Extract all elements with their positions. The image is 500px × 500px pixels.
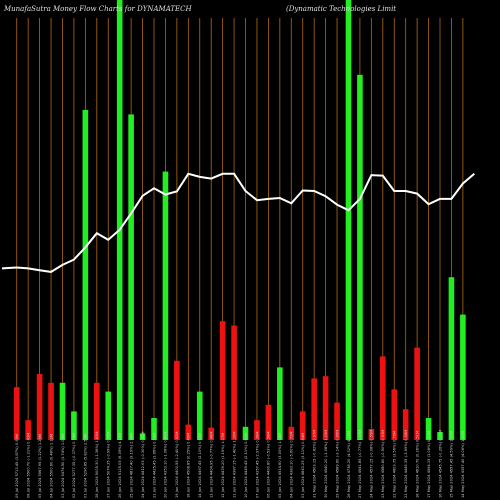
bar-36	[425, 418, 432, 440]
x-tick-label: 09 Jul 2024 5713.45 (3.87%) 0.95M	[15, 434, 19, 498]
x-tick-label: 31 May 2024 4503.15 (-0.82%) 0.97M	[312, 430, 316, 498]
x-tick-label: 05 Jul 2024 5567.95 (1.22%) 1.26M	[38, 434, 42, 498]
bar-35	[414, 347, 420, 440]
x-tick-label: 26 Jun 2024 5125.05 (6.39%) 4.16M	[118, 433, 122, 498]
money-flow-bars	[13, 0, 466, 441]
bar-5	[71, 411, 77, 440]
x-tick-label: 11 Jun 2024 4387.15 (-1.40%) 1.16M	[232, 431, 236, 498]
bar-14	[174, 360, 180, 440]
x-tick-label: 19 Jun 2024 4400.55 (-2.40%) 0.92M	[175, 431, 179, 498]
bar-0	[13, 387, 20, 440]
bar-2	[36, 374, 43, 440]
bar-29	[345, 0, 352, 440]
x-tick-label: 21 Jun 2024 4425.45 (1.66%) 0.52M	[152, 433, 156, 498]
bar-28	[334, 402, 340, 440]
bar-20	[242, 426, 249, 440]
bar-10	[128, 114, 134, 441]
bar-22	[265, 404, 272, 440]
x-tick-label: 04 Jul 2024 5500.60 (0.48%) 1.12M	[49, 434, 53, 498]
x-tick-label: 28 May 2024 4738.20 (4.32%) 4.16M	[347, 431, 351, 498]
bar-24	[288, 426, 295, 440]
x-tick-label: 14 Jun 2024 4497.45 (2.10%) 0.63M	[198, 433, 202, 498]
x-tick-label: 03 Jul 2024 5474.50 (3.74%) 1.09M	[61, 434, 65, 498]
x-tick-label: 24 Jun 2024 4412.05 (-0.30%) 0.35M	[141, 431, 145, 498]
bar-32	[380, 356, 386, 440]
bar-17	[208, 427, 214, 440]
x-tick-label: 21 May 2024 4445.35 (-3.59%) 0.58M	[404, 430, 408, 498]
bar-21	[254, 420, 260, 440]
x-tick-label: 10 Jun 2024 4449.45 (2.11%) 0.61M	[244, 433, 248, 498]
bar-16	[196, 391, 203, 440]
x-tick-label: 27 May 2024 4541.85 (-0.77%) 1.03M	[358, 430, 362, 498]
bar-39	[460, 314, 466, 440]
chart-title-left: MunafaSutra Money Flow Charts for DYNAMA…	[3, 5, 193, 13]
bar-33	[391, 389, 398, 440]
bar-19	[231, 325, 237, 440]
x-tick-label: 07 Jun 2024 4357.45 (-2.97%) 0.38M	[255, 431, 259, 498]
bar-12	[151, 418, 157, 440]
x-tick-label: 02 Jul 2024 5277.35 (-0.37%) 0.79M	[72, 433, 76, 498]
x-tick-label: 04 Jun 2024 4383.10 (-5.60%) 0.72M	[290, 431, 294, 498]
bar-11	[139, 433, 146, 440]
bar-6	[82, 110, 89, 440]
x-tick-label: 29 May 2024 4589.60 (-3.14%) 0.86M	[335, 430, 339, 498]
bar-26	[311, 378, 317, 440]
x-tick-label: 25 Jun 2024 4817.40 (9.19%) 2.98M	[129, 433, 133, 498]
x-tick-label: 01 Jul 2024 5296.85 (5.82%) 2.52M	[84, 434, 88, 498]
bar-8	[105, 391, 112, 440]
bar-9	[116, 0, 123, 440]
bar-38	[448, 277, 455, 440]
x-tick-label: 20 Jun 2024 4353.10 (-1.08%) 0.89M	[164, 431, 168, 498]
bar-4	[59, 382, 66, 440]
x-tick-label: 27 Jun 2024 5074.35 (-0.99%) 0.76M	[107, 431, 111, 498]
x-tick-label: 18 Jun 2024 4508.85 (0.25%) 0.46M	[187, 433, 191, 498]
x-tick-label: 06 Jun 2024 4490.80 (-0.53%) 0.58M	[267, 431, 271, 498]
x-tick-label: 28 Jun 2024 5005.30 (-1.36%) 1.63M	[95, 431, 99, 498]
x-tick-label: 18 May 2024 4610.70 (0.36%) 0.51M	[415, 431, 419, 498]
x-tick-label: 13 Jun 2024 4404.95 (-0.77%) 0.48M	[210, 431, 214, 498]
x-tick-label: 23 May 2024 4580.80 (-0.50%) 0.93M	[381, 430, 385, 498]
x-tick-label: 16 May 2024 4545.75 (-0.26%) 0.31M	[438, 430, 442, 498]
bar-13	[162, 171, 169, 440]
x-tick-label: 03 Jun 2024 4643.25 (3.11%) 0.84M	[301, 433, 305, 498]
x-tick-label: 15 May 2024 4557.45 (4.59%) 1.92M	[450, 431, 454, 498]
x-tick-label: 30 May 2024 4540.20 (-1.08%) 1.09M	[324, 430, 328, 498]
bar-7	[94, 382, 100, 440]
bar-25	[299, 411, 306, 440]
x-tick-label: 24 May 2024 4577.15 (-0.08%) 0.55M	[370, 430, 374, 498]
x-tick-label: 05 Jun 2024 4514.60 (3.00%) 1.04M	[278, 433, 282, 498]
bar-15	[185, 424, 192, 440]
bar-37	[437, 432, 443, 440]
bar-27	[322, 376, 329, 440]
bar-31	[368, 429, 375, 440]
x-axis-labels: 09 Jul 2024 5713.45 (3.87%) 0.95M 08 Jul …	[15, 430, 465, 498]
bar-1	[25, 420, 31, 440]
bar-23	[277, 367, 283, 440]
bar-34	[402, 409, 409, 440]
chart-title-right: (Dynamatic Technologies Limit	[286, 5, 396, 13]
bar-30	[357, 74, 363, 441]
bar-3	[48, 382, 54, 440]
x-tick-label: 14 May 2024 4357.40 (4.06%) 1.47M	[461, 431, 465, 498]
bar-18	[219, 321, 226, 440]
x-tick-label: 17 May 2024 4594.15 (1.06%) 0.43M	[427, 431, 431, 498]
x-tick-label: 22 May 2024 4603.75 (3.56%) 0.76M	[393, 431, 397, 498]
x-tick-label: 12 Jun 2024 4439.20 (1.19%) 1.07M	[221, 433, 225, 498]
price-trend-line	[1, 172, 475, 273]
x-tick-label: 08 Jul 2024 5500.70 (-1.21%) 0.43M	[26, 433, 30, 498]
